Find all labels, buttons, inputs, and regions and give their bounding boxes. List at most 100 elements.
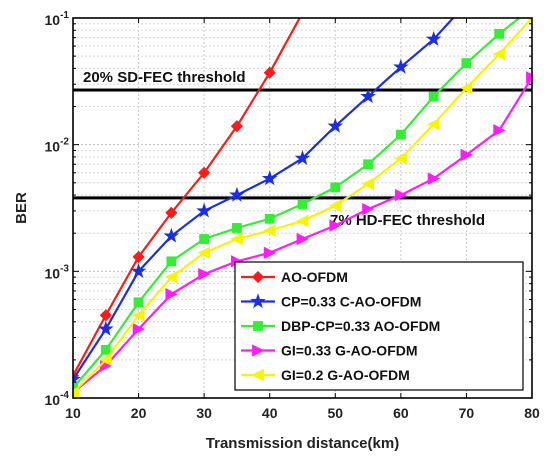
marker-square bbox=[199, 234, 210, 244]
marker-square bbox=[494, 28, 505, 39]
legend-label: DBP-CP=0.33 AO-OFDM bbox=[281, 318, 440, 334]
marker-square bbox=[461, 58, 472, 69]
marker-square bbox=[166, 256, 177, 267]
marker-star bbox=[360, 88, 376, 104]
marker-star bbox=[130, 263, 147, 278]
y-tick-label: 10-1 bbox=[45, 10, 70, 28]
marker-diamond bbox=[165, 206, 178, 219]
marker-triangle-left bbox=[427, 118, 440, 131]
legend-box bbox=[234, 261, 524, 391]
marker-diamond bbox=[251, 270, 265, 284]
legend-item: CP=0.33 C-AO-OFDM bbox=[241, 293, 421, 310]
marker-star bbox=[327, 117, 344, 133]
marker-square bbox=[100, 344, 111, 355]
marker-diamond bbox=[99, 309, 112, 322]
threshold-lines: 20% SD-FEC threshold 7% HD-FEC threshold bbox=[73, 69, 532, 229]
marker-star bbox=[425, 31, 442, 46]
marker-square bbox=[528, 3, 537, 12]
marker-square bbox=[264, 213, 275, 224]
marker-star bbox=[250, 293, 266, 309]
marker-square bbox=[232, 223, 242, 233]
marker-square bbox=[395, 129, 406, 140]
series-diamond bbox=[73, 18, 304, 382]
marker-star bbox=[460, 0, 473, 9]
marker-triangle-right bbox=[252, 344, 265, 357]
legend-label: GI=0.33 G-AO-OFDM bbox=[281, 343, 418, 359]
marker-star bbox=[196, 202, 212, 218]
marker-star bbox=[97, 320, 114, 336]
y-axis-title: BER bbox=[13, 192, 30, 224]
x-tick-label: 30 bbox=[196, 405, 212, 421]
marker-triangle-right bbox=[132, 322, 145, 336]
threshold-label: 20% SD-FEC threshold bbox=[83, 69, 246, 86]
threshold-line bbox=[73, 88, 532, 92]
marker-star bbox=[163, 227, 180, 243]
series-star bbox=[73, 0, 473, 387]
legend-item: DBP-CP=0.33 AO-OFDM bbox=[241, 318, 440, 334]
marker-diamond bbox=[198, 166, 211, 179]
y-tick-label: 10-4 bbox=[45, 390, 70, 408]
y-tick-label: 10-2 bbox=[45, 137, 70, 155]
data-series bbox=[73, 0, 537, 398]
axis-ticks: 10 20 30 40 50 60 70 80 10-4 10-3 10-2 10-1 bbox=[45, 10, 540, 421]
marker-star bbox=[261, 170, 278, 186]
series-line bbox=[73, 18, 301, 377]
x-tick-label: 50 bbox=[327, 405, 343, 421]
marker-triangle-right bbox=[263, 246, 277, 259]
x-axis-title: Transmission distance(km) bbox=[206, 435, 399, 452]
x-tick-label: 70 bbox=[459, 405, 475, 421]
marker-triangle-left bbox=[164, 270, 178, 284]
marker-triangle-left bbox=[197, 246, 211, 259]
legend-item: GI=0.33 G-AO-OFDM bbox=[241, 343, 418, 359]
marker-triangle-left bbox=[230, 232, 243, 246]
marker-triangle-left bbox=[99, 353, 112, 367]
legend: AO-OFDM CP=0.33 C-AO-OFDM DBP-CP=0.33 AO-O… bbox=[234, 261, 524, 391]
marker-square bbox=[133, 297, 144, 308]
marker-triangle-left bbox=[460, 81, 473, 95]
legend-item: GI=0.2 G-AO-OFDM bbox=[241, 367, 410, 383]
marker-square bbox=[363, 159, 373, 170]
legend-label: GI=0.2 G-AO-OFDM bbox=[281, 367, 410, 383]
series-triangle-right bbox=[73, 71, 532, 396]
legend-label: AO-OFDM bbox=[281, 269, 348, 285]
x-tick-label: 10 bbox=[65, 405, 81, 421]
marker-triangle-left bbox=[328, 199, 342, 212]
marker-triangle-left bbox=[132, 309, 145, 322]
marker-triangle-left bbox=[394, 152, 407, 165]
marker-square bbox=[253, 321, 263, 331]
marker-triangle-right bbox=[296, 232, 309, 246]
marker-triangle-right bbox=[165, 288, 178, 301]
marker-triangle-left bbox=[251, 368, 264, 382]
plot-frame bbox=[72, 17, 533, 399]
marker-triangle-right bbox=[362, 202, 375, 216]
marker-triangle-right bbox=[198, 268, 211, 281]
marker-triangle-left bbox=[263, 224, 276, 237]
marker-triangle-left bbox=[361, 177, 374, 191]
marker-star bbox=[393, 58, 409, 74]
threshold-line bbox=[73, 196, 532, 200]
legend-label: CP=0.33 C-AO-OFDM bbox=[281, 294, 421, 310]
legend-item: AO-OFDM bbox=[241, 269, 348, 285]
marker-diamond bbox=[230, 120, 243, 133]
marker-triangle-left bbox=[296, 214, 309, 228]
marker-triangle-right bbox=[427, 172, 441, 185]
marker-triangle-left bbox=[73, 386, 79, 398]
threshold-label: 7% HD-FEC threshold bbox=[330, 212, 485, 229]
marker-triangle-right bbox=[329, 219, 342, 232]
x-tick-label: 40 bbox=[262, 405, 278, 421]
marker-star bbox=[294, 150, 311, 165]
marker-star bbox=[229, 186, 245, 202]
x-tick-label: 80 bbox=[524, 405, 540, 421]
x-tick-label: 60 bbox=[393, 405, 409, 421]
marker-triangle-left bbox=[492, 47, 506, 61]
marker-diamond bbox=[132, 250, 145, 263]
marker-square bbox=[297, 199, 308, 209]
y-tick-label: 10-3 bbox=[45, 263, 70, 281]
x-tick-label: 20 bbox=[131, 405, 147, 421]
marker-star bbox=[73, 371, 81, 387]
marker-triangle-right bbox=[526, 71, 532, 84]
marker-triangle-right bbox=[394, 188, 408, 202]
series-square bbox=[73, 3, 537, 393]
marker-triangle-right bbox=[493, 124, 506, 137]
